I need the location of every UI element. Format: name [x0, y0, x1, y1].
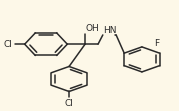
Text: Cl: Cl [65, 99, 74, 108]
Text: OH: OH [86, 24, 99, 33]
Text: Cl: Cl [3, 40, 12, 49]
Text: HN: HN [103, 26, 116, 35]
Text: F: F [154, 39, 159, 48]
